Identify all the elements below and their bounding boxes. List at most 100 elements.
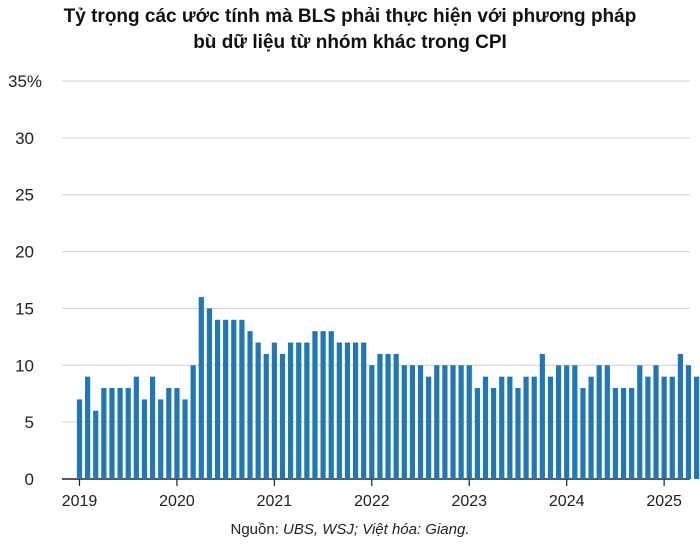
bar [214,319,221,479]
bar [450,365,456,479]
y-tick-label: 5 [25,413,34,432]
bars [76,297,700,479]
x-tick-label: 2019 [62,493,98,510]
y-tick-label: 10 [15,356,34,375]
bar [101,388,107,479]
x-tick-label: 2023 [451,493,487,510]
bar [645,376,651,479]
bar [669,376,675,479]
gridlines [62,80,690,480]
y-tick-label: 0 [25,470,34,489]
bar [580,388,586,479]
bar [109,388,115,479]
bar [653,365,659,479]
bar [239,319,245,479]
bar [141,399,148,479]
bar [694,376,700,479]
bar [352,342,359,479]
bar [174,388,180,479]
bar [133,376,139,479]
y-axis-ticks: 0 5 10 15 20 25 30 35% [8,72,42,489]
bar [547,376,554,479]
bar [190,365,196,479]
bar [223,319,229,479]
source-prefix: Nguồn: [230,521,284,538]
bar [93,410,99,479]
bar [369,365,375,479]
bar [515,388,521,479]
bar [523,376,529,479]
bar [336,342,342,479]
bar [361,342,367,479]
bar [661,376,667,479]
bar [604,365,610,479]
y-tick-label: 25 [15,186,34,205]
chart-title-line-2: bù dữ liệu từ nhóm khác trong CPI [193,32,507,53]
bar [312,331,318,479]
bar [304,342,310,479]
bar [279,353,286,479]
bar [596,365,602,479]
y-tick-label: 30 [15,129,34,148]
chart-title-line-1: Tỷ trọng các ước tính mà BLS phải thực h… [63,6,637,27]
bar [677,353,683,479]
bar [255,342,261,479]
bar [76,399,83,479]
bar [572,365,578,479]
x-tick-label: 2025 [646,493,682,510]
bar [637,365,643,479]
bar [564,365,570,479]
x-tick-label: 2021 [257,493,293,510]
y-tick-label: 15 [15,299,34,318]
bar [588,376,594,479]
bar [149,376,156,479]
bar [482,376,489,479]
bar [620,388,627,479]
y-tick-label: 35% [8,72,42,91]
bar [385,353,391,479]
bar [247,331,253,479]
bar [401,365,407,479]
bar [125,388,131,479]
bar [417,365,424,479]
bar [555,365,562,479]
bar [271,342,277,479]
bar [458,365,464,479]
bar [328,331,334,479]
bar [85,376,91,479]
x-tick-label: 2020 [159,493,195,510]
source-note: Nguồn: UBS, WSJ; Việt hóa: Giang. [0,521,700,538]
bar [296,342,302,479]
bar [344,342,351,479]
bar [499,376,505,479]
bar [158,399,164,479]
bar [377,353,383,479]
bar [474,388,480,479]
bar [434,365,440,479]
bar [231,319,237,479]
source-text: UBS, WSJ; Việt hóa: Giang. [283,521,470,538]
y-tick-label: 20 [15,243,34,262]
bar [612,388,619,479]
bar [507,376,513,479]
bar [685,365,692,479]
bar [182,399,188,479]
bar [288,342,294,479]
bar [166,388,172,479]
bar [409,365,416,479]
x-tick-label: 2022 [354,493,390,510]
bar [206,308,213,479]
bar [320,331,326,479]
x-axis: 2019 2020 2021 2022 2023 2024 2025 [62,479,682,510]
bar [491,388,497,479]
bar [629,388,635,479]
bar [466,365,472,479]
bar [393,353,399,479]
bar [442,365,448,479]
x-tick-label: 2024 [549,493,585,510]
bar [426,376,432,479]
bar [117,388,123,479]
bar [263,353,269,479]
bar [539,353,545,479]
